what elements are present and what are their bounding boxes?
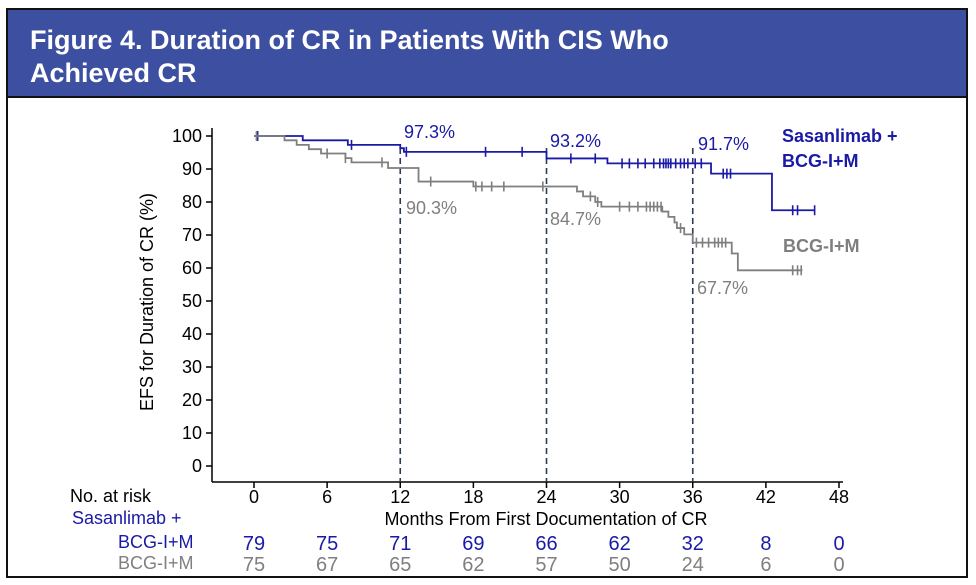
risk-value-sasanlimab: 62 xyxy=(609,533,631,555)
risk-value-sasanlimab: 66 xyxy=(535,533,557,555)
risk-value-sasanlimab: 69 xyxy=(462,533,484,555)
figure-title: Figure 4. Duration of CR in Patients Wit… xyxy=(30,25,669,88)
risk-value-bcg: 62 xyxy=(462,554,484,576)
x-tick-label: 42 xyxy=(756,487,776,507)
annotation-bcg: 67.7% xyxy=(697,278,748,298)
y-tick-label: 80 xyxy=(182,192,202,212)
risk-value-bcg: 0 xyxy=(833,554,844,576)
x-tick-label: 48 xyxy=(829,487,849,507)
risk-value-bcg: 6 xyxy=(760,554,771,576)
risk-row-label-bcg: BCG-I+M xyxy=(118,553,194,573)
risk-value-sasanlimab: 75 xyxy=(316,533,338,555)
figure-header: Figure 4. Duration of CR in Patients Wit… xyxy=(6,8,968,98)
risk-value-bcg: 75 xyxy=(243,554,265,576)
x-tick-label: 0 xyxy=(249,487,259,507)
y-tick-label: 30 xyxy=(182,357,202,377)
y-tick-label: 40 xyxy=(182,324,202,344)
x-tick-label: 36 xyxy=(683,487,703,507)
risk-value-sasanlimab: 71 xyxy=(389,533,411,555)
y-tick-label: 50 xyxy=(182,291,202,311)
annotation-sasanlimab: 97.3% xyxy=(404,122,455,142)
y-tick-label: 20 xyxy=(182,390,202,410)
figure-frame xyxy=(6,8,968,578)
x-axis-title: Months From First Documentation of CR xyxy=(384,509,707,529)
x-tick-label: 6 xyxy=(322,487,332,507)
risk-value-sasanlimab: 0 xyxy=(833,533,844,555)
legend-bcg: BCG-I+M xyxy=(783,236,860,256)
y-axis-title: EFS for Duration of CR (%) xyxy=(137,193,157,411)
legend-sasanlimab: BCG-I+M xyxy=(782,151,859,171)
series-line-1 xyxy=(254,135,803,272)
risk-value-sasanlimab: 32 xyxy=(682,533,704,555)
risk-value-bcg: 67 xyxy=(316,554,338,576)
risk-value-bcg: 24 xyxy=(682,554,704,576)
annotation-sasanlimab: 93.2% xyxy=(550,131,601,151)
risk-value-bcg: 65 xyxy=(389,554,411,576)
risk-row-label-sasanlimab: Sasanlimab + xyxy=(72,508,182,528)
risk-row-label-sasanlimab: BCG-I+M xyxy=(118,532,194,552)
x-tick-label: 30 xyxy=(610,487,630,507)
x-tick-label: 18 xyxy=(463,487,483,507)
annotation-bcg: 84.7% xyxy=(550,209,601,229)
y-tick-label: 60 xyxy=(182,258,202,278)
risk-value-bcg: 50 xyxy=(609,554,631,576)
y-tick-label: 0 xyxy=(192,456,202,476)
risk-table-title: No. at risk xyxy=(70,486,152,506)
y-tick-label: 90 xyxy=(182,159,202,179)
y-tick-label: 10 xyxy=(182,423,202,443)
risk-value-sasanlimab: 79 xyxy=(243,533,265,555)
x-tick-label: 12 xyxy=(390,487,410,507)
y-tick-label: 100 xyxy=(172,126,202,146)
x-tick-label: 24 xyxy=(536,487,556,507)
risk-value-bcg: 57 xyxy=(535,554,557,576)
series-line-0 xyxy=(254,135,815,212)
annotation-bcg: 90.3% xyxy=(406,198,457,218)
risk-value-sasanlimab: 8 xyxy=(760,533,771,555)
y-tick-label: 70 xyxy=(182,225,202,245)
legend-sasanlimab: Sasanlimab + xyxy=(782,126,898,146)
annotation-sasanlimab: 91.7% xyxy=(698,134,749,154)
